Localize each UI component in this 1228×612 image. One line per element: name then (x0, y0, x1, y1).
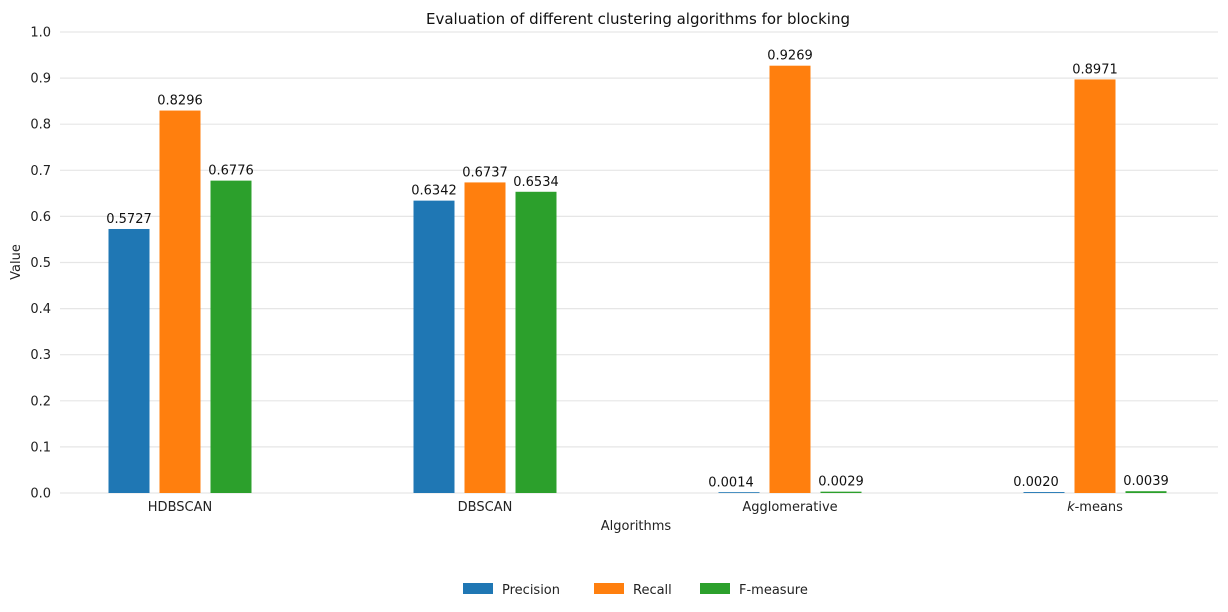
x-axis: HDBSCAN DBSCAN Agglomerative k-means (148, 500, 1123, 515)
y-tick-label: 0.5 (30, 256, 51, 271)
bars-group (108, 65, 1167, 494)
data-label: 0.0014 (708, 475, 754, 490)
data-label: 0.6776 (208, 164, 254, 179)
x-axis-title: Algorithms (601, 519, 672, 534)
y-tick-label: 1.0 (30, 26, 51, 41)
y-tick-label: 0.7 (30, 164, 51, 179)
bar-precision-3 (1023, 492, 1065, 493)
legend-swatch-precision (463, 583, 493, 594)
y-axis-title: Value (9, 244, 24, 280)
data-label: 0.6342 (411, 184, 457, 199)
bar-f-measure-3 (1125, 491, 1167, 493)
y-tick-label: 0.9 (30, 72, 51, 87)
data-label: 0.6534 (513, 175, 559, 190)
bar-recall-1 (464, 182, 506, 493)
y-tick-label: 0.1 (30, 440, 51, 455)
y-axis: 0.0 0.1 0.2 0.3 0.4 0.5 0.6 0.7 0.8 0.9 1.0 (30, 26, 51, 502)
legend-swatch-recall (594, 583, 624, 594)
bar-f-measure-0 (210, 180, 252, 493)
legend: Precision Recall F-measure (463, 583, 808, 598)
data-label: 0.5727 (106, 212, 152, 227)
x-tick-label: DBSCAN (458, 500, 513, 515)
data-label: 0.6737 (462, 165, 508, 180)
y-tick-label: 0.0 (30, 487, 51, 502)
bar-recall-0 (159, 110, 201, 494)
legend-label: Recall (633, 583, 672, 598)
bar-precision-1 (413, 200, 455, 494)
x-tick-label: HDBSCAN (148, 500, 212, 515)
bar-f-measure-1 (515, 191, 557, 493)
legend-label: F-measure (739, 583, 808, 598)
chart-title: Evaluation of different clustering algor… (426, 10, 850, 28)
data-label: 0.9269 (767, 49, 813, 64)
legend-swatch-f-measure (700, 583, 730, 594)
data-label: 0.8971 (1072, 62, 1118, 77)
data-label: 0.8296 (157, 94, 203, 109)
y-tick-label: 0.4 (30, 302, 51, 317)
y-tick-label: 0.8 (30, 118, 51, 133)
x-tick-label: k-means (1067, 500, 1123, 515)
bar-recall-2 (769, 65, 811, 493)
y-tick-label: 0.3 (30, 348, 51, 363)
data-label: 0.0020 (1013, 475, 1059, 490)
data-label: 0.0029 (818, 475, 864, 490)
x-tick-label: Agglomerative (742, 500, 837, 515)
gridlines (60, 31, 1218, 494)
bar-f-measure-2 (820, 491, 862, 493)
y-tick-label: 0.6 (30, 210, 51, 225)
bar-precision-0 (108, 228, 150, 494)
y-tick-label: 0.2 (30, 394, 51, 409)
legend-label: Precision (502, 583, 560, 598)
bar-recall-3 (1074, 79, 1116, 494)
data-label: 0.0039 (1123, 474, 1169, 489)
data-labels: 0.5727 0.6342 0.0014 0.0020 0.8296 0.6737 0.92… (106, 49, 1169, 491)
bar-precision-2 (718, 492, 760, 493)
